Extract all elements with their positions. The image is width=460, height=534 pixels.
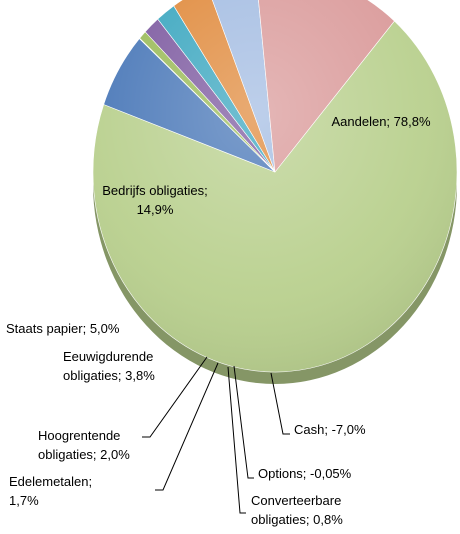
- data-label-hoogrentende: Hoogrentende obligaties; 2,0%: [38, 428, 130, 462]
- data-label-options: Options; -0,05%: [258, 466, 352, 481]
- slice-labels: Aandelen; 78,8% Cash; -7,0% Options; -0,05…: [6, 114, 431, 527]
- leader-lines: [142, 356, 290, 514]
- data-label-staats: Staats papier; 5,0%: [6, 321, 120, 336]
- leader-line-converteerbare: [227, 366, 246, 514]
- data-label-bedrijfs: Bedrijfs obligaties; 14,9%: [102, 183, 208, 217]
- data-label-converteerbare: Converteerbare obligaties; 0,8%: [251, 493, 343, 527]
- leader-line-edelemetalen: [155, 362, 219, 491]
- data-label-cash: Cash; -7,0%: [294, 422, 366, 437]
- data-label-eeuwigdurende: Eeuwigdurende obligaties; 3,8%: [63, 349, 155, 383]
- data-label-aandelen: Aandelen; 78,8%: [331, 114, 430, 129]
- data-label-edelemetalen: Edelemetalen; 1,7%: [9, 474, 92, 508]
- leader-line-hoogrentende: [142, 356, 208, 438]
- leader-line-cash: [270, 372, 290, 435]
- leader-line-options: [233, 365, 254, 479]
